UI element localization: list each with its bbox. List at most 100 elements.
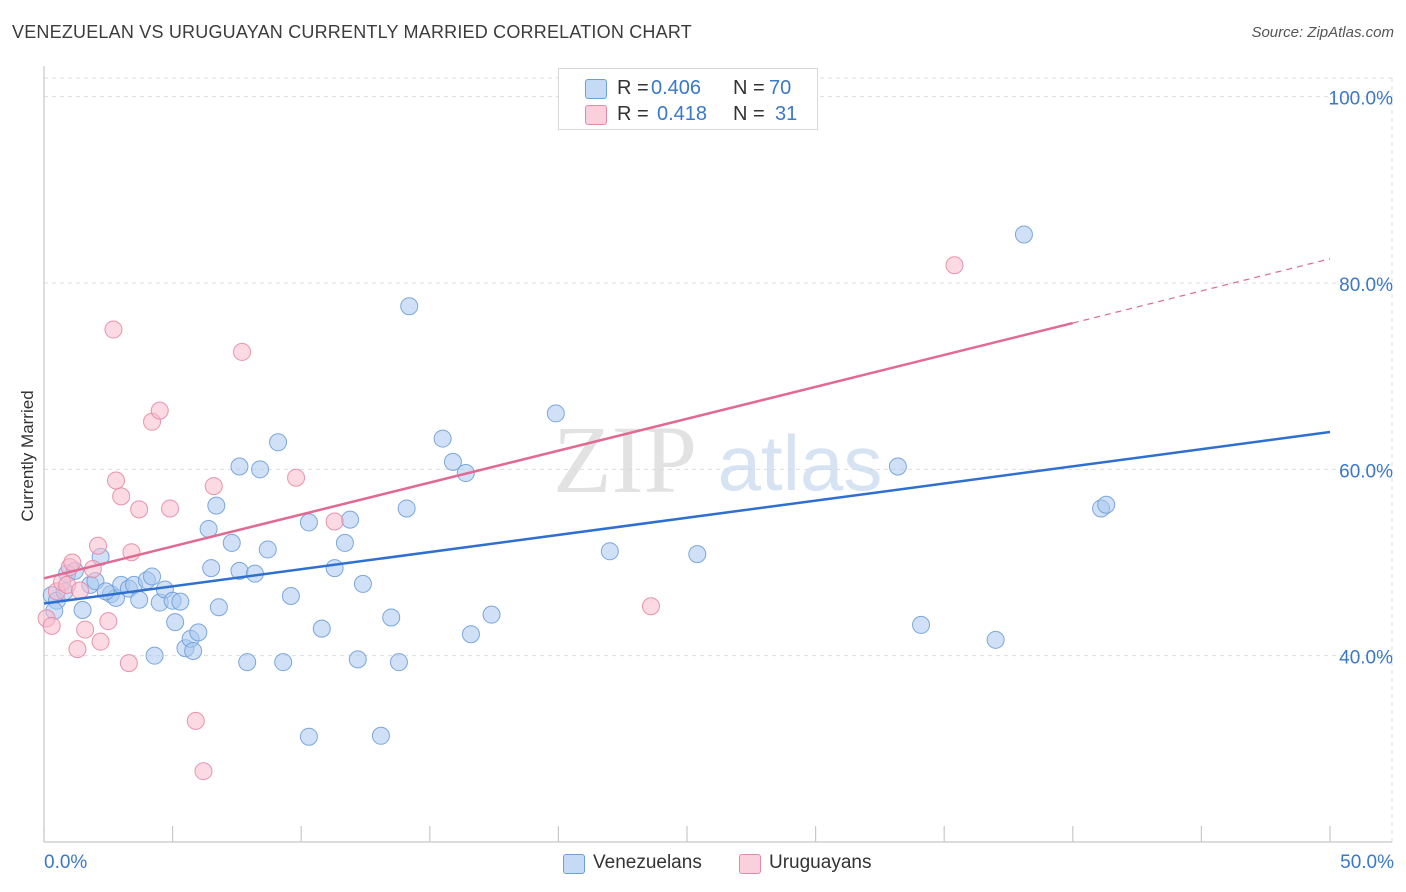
data-point	[91, 632, 110, 651]
data-point	[641, 597, 660, 616]
data-point	[287, 468, 306, 487]
stats-r-value: 0.406	[651, 77, 702, 99]
data-point	[1097, 495, 1116, 514]
data-point	[171, 592, 190, 611]
x-tick-label-max: 50.0%	[1340, 852, 1394, 873]
data-point	[348, 650, 367, 669]
data-point	[482, 605, 501, 624]
legend-swatch-venezuelans	[563, 854, 585, 874]
data-point	[42, 616, 61, 635]
data-point	[299, 727, 318, 746]
data-point	[1014, 225, 1033, 244]
data-point	[233, 342, 252, 361]
data-point	[150, 401, 169, 420]
data-point	[73, 601, 92, 620]
data-point	[912, 615, 931, 634]
trend-line-extension	[1072, 258, 1331, 324]
data-point	[461, 625, 480, 644]
data-point	[600, 542, 619, 561]
data-point	[99, 612, 118, 631]
x-tick-label-min: 0.0%	[44, 852, 88, 873]
data-point	[107, 471, 126, 490]
trend-line-uruguayans	[43, 321, 1074, 580]
legend-label-venezuelans: Venezuelans	[593, 852, 702, 873]
data-point	[335, 533, 354, 552]
data-point	[189, 623, 208, 642]
data-point	[688, 545, 707, 564]
data-point	[443, 452, 462, 471]
stats-r-value: 0.418	[657, 103, 708, 125]
data-point	[83, 560, 102, 579]
data-point	[546, 404, 565, 423]
stats-legend-box: R = 0.406 N = 70 R = 0.418 N = 31	[558, 68, 818, 130]
data-point	[145, 646, 164, 665]
stats-n-label: N =	[733, 103, 765, 125]
data-point	[104, 320, 123, 339]
legend-label-uruguayans: Uruguayans	[769, 852, 872, 873]
data-point	[71, 581, 90, 600]
data-point	[397, 499, 416, 518]
data-point	[400, 297, 419, 316]
data-point	[184, 642, 203, 660]
data-point	[204, 477, 223, 496]
stats-r-label: R =	[617, 103, 649, 125]
data-point	[194, 762, 213, 781]
y-tick-label: 40.0%	[1339, 648, 1393, 669]
y-axis-label: Currently Married	[18, 390, 37, 522]
trend-lines	[43, 258, 1331, 605]
data-point	[63, 553, 82, 572]
data-point	[222, 533, 241, 552]
series-uruguayans	[37, 256, 964, 781]
data-point	[325, 559, 344, 578]
data-point	[353, 574, 372, 593]
data-point	[143, 567, 162, 586]
data-point	[269, 433, 288, 452]
data-point	[209, 598, 228, 617]
data-point	[130, 590, 149, 609]
data-point	[161, 499, 180, 518]
data-point	[281, 587, 300, 606]
data-point	[382, 608, 401, 627]
data-point	[166, 613, 185, 632]
data-point	[371, 726, 390, 745]
trend-line-venezuelans	[43, 430, 1331, 605]
stats-n-value: 70	[769, 77, 792, 99]
data-point	[299, 513, 318, 532]
data-point	[230, 457, 249, 476]
data-point	[341, 510, 360, 529]
watermark-zip: ZIP	[553, 406, 697, 513]
data-point	[251, 460, 270, 479]
stats-r-label: R =	[617, 77, 649, 99]
y-tick-label: 80.0%	[1339, 275, 1393, 296]
data-point	[68, 640, 87, 659]
legend-swatch-uruguayans	[739, 854, 761, 874]
data-points	[37, 225, 1116, 781]
data-point	[76, 620, 95, 639]
data-point	[312, 619, 331, 638]
data-point	[238, 653, 257, 672]
data-point	[186, 711, 205, 730]
data-point	[433, 429, 452, 448]
data-point	[112, 487, 131, 506]
data-point	[258, 540, 277, 559]
stats-swatch-uruguayans	[585, 105, 607, 125]
data-point	[202, 559, 221, 578]
y-tick-label: 100.0%	[1329, 89, 1394, 110]
data-point	[945, 256, 964, 275]
stats-swatch-venezuelans	[585, 79, 607, 99]
chart-title: VENEZUELAN VS URUGUAYAN CURRENTLY MARRIE…	[12, 22, 692, 42]
watermark-atlas: atlas	[718, 419, 883, 507]
data-point	[96, 582, 115, 601]
series-legend: Venezuelans Uruguayans	[0, 852, 1406, 876]
axes	[43, 66, 1392, 843]
data-point	[986, 630, 1005, 649]
data-point	[89, 536, 108, 555]
data-point	[888, 457, 907, 476]
data-point	[325, 512, 344, 531]
data-point	[130, 500, 149, 519]
stats-n-label: N =	[733, 77, 765, 99]
data-point	[119, 654, 138, 673]
data-point	[274, 653, 293, 672]
data-point	[389, 653, 408, 672]
